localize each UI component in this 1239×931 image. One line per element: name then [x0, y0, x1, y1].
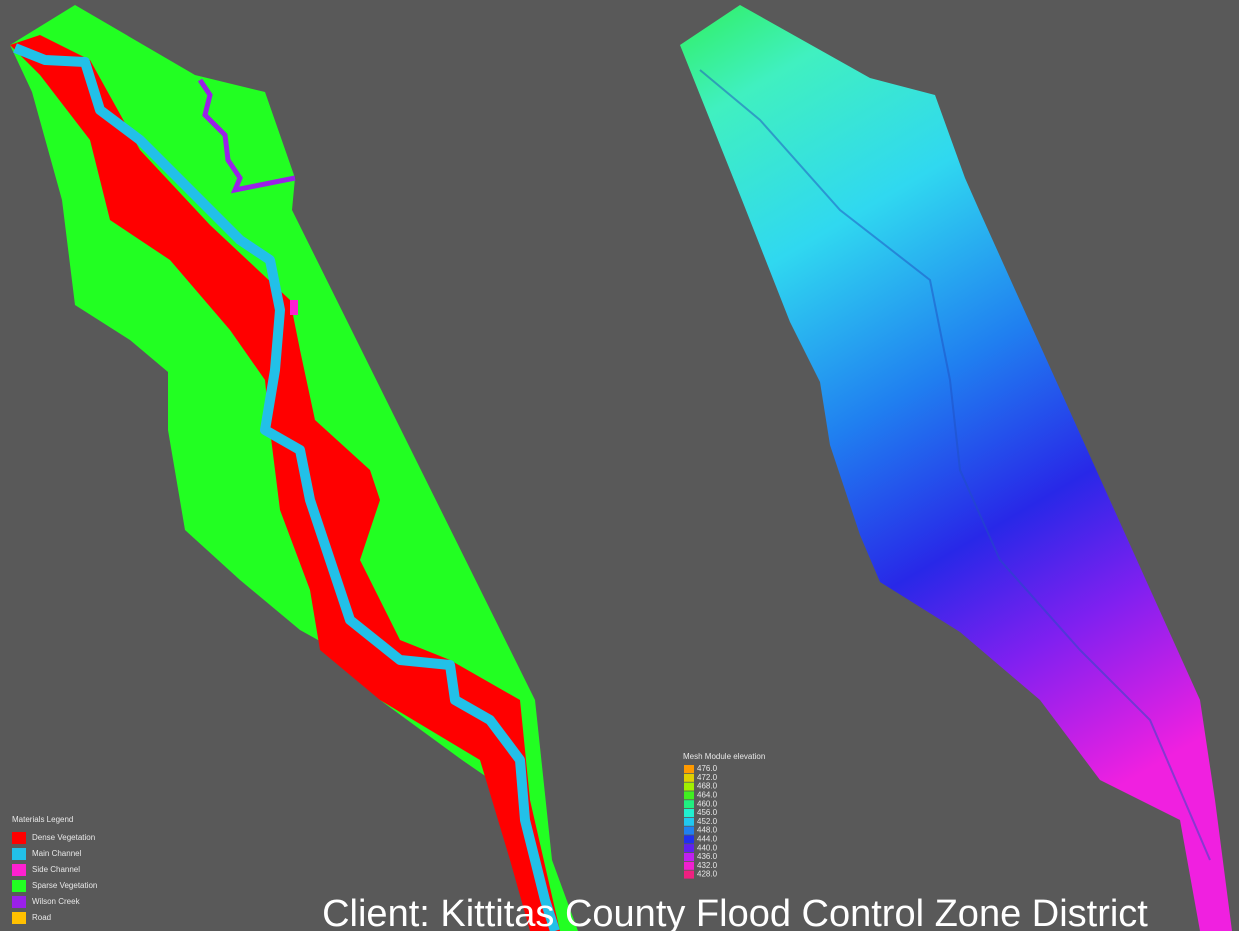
legend-label: 428.0 — [697, 870, 718, 879]
legend-swatch — [12, 832, 26, 844]
legend-swatch — [684, 774, 694, 782]
legend-swatch — [684, 765, 694, 773]
legend-swatch — [684, 800, 694, 808]
legend-swatch — [684, 809, 694, 817]
legend-label: 476.0 — [697, 764, 718, 773]
page: Materials Legend Dense Vegetation Main Ch… — [0, 0, 1239, 931]
legend-swatch — [12, 896, 26, 908]
legend-label: 464.0 — [697, 791, 718, 800]
legend-swatch — [12, 912, 26, 924]
legend-swatch — [12, 848, 26, 860]
legend-label: 436.0 — [697, 852, 718, 861]
legend-label: 468.0 — [697, 782, 718, 791]
caption: Client: Kittitas County Flood Control Zo… — [322, 893, 1148, 931]
legend-swatch — [684, 818, 694, 826]
legend-label: Wilson Creek — [32, 897, 81, 906]
side-channel — [290, 300, 298, 315]
legend-label: 472.0 — [697, 773, 718, 782]
legend-title: Materials Legend — [12, 815, 73, 824]
legend-label: 444.0 — [697, 835, 718, 844]
legend-label: Sparse Vegetation — [32, 881, 97, 890]
map-view: Materials Legend Dense Vegetation Main Ch… — [0, 0, 1239, 931]
legend-label: 452.0 — [697, 817, 718, 826]
legend-label: 456.0 — [697, 808, 718, 817]
legend-label: Dense Vegetation — [32, 833, 95, 842]
legend-swatch — [684, 835, 694, 843]
legend-swatch — [684, 791, 694, 799]
legend-label: 460.0 — [697, 799, 718, 808]
legend-swatch — [684, 783, 694, 791]
legend-label: 448.0 — [697, 826, 718, 835]
legend-swatch — [12, 880, 26, 892]
legend-swatch — [684, 871, 694, 879]
legend-label: Main Channel — [32, 849, 82, 858]
legend-swatch — [684, 844, 694, 852]
legend-swatch — [684, 862, 694, 870]
legend-label: 432.0 — [697, 861, 718, 870]
legend-swatch — [684, 853, 694, 861]
legend-label: Road — [32, 913, 51, 922]
legend-label: Side Channel — [32, 865, 80, 874]
legend-title: Mesh Module elevation — [683, 752, 765, 761]
legend-swatch — [12, 864, 26, 876]
legend-swatch — [684, 827, 694, 835]
legend-label: 440.0 — [697, 843, 718, 852]
